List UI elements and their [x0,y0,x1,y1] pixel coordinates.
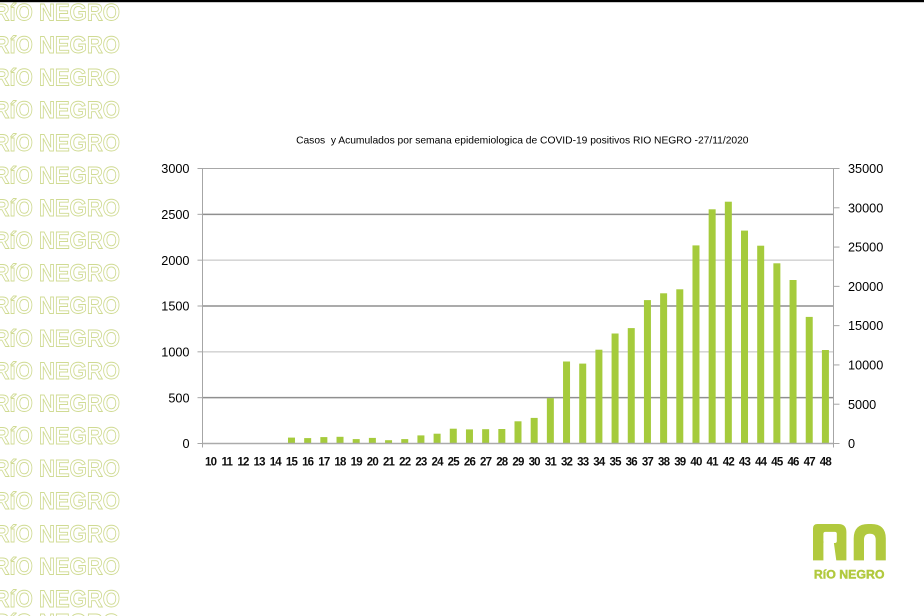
svg-text:RíO NEGRO: RíO NEGRO [0,325,120,352]
svg-text:28: 28 [496,457,509,469]
svg-text:46: 46 [787,457,799,469]
svg-text:3000: 3000 [161,162,189,176]
svg-text:RíO NEGRO: RíO NEGRO [0,488,120,515]
svg-text:33: 33 [577,457,589,469]
svg-text:37: 37 [642,457,654,469]
svg-text:1500: 1500 [161,300,189,314]
svg-text:1000: 1000 [161,345,189,359]
svg-text:RíO NEGRO: RíO NEGRO [0,553,120,580]
svg-text:14: 14 [270,457,283,469]
svg-text:42: 42 [723,457,735,469]
svg-text:0: 0 [182,437,189,451]
svg-text:RíO NEGRO: RíO NEGRO [0,65,120,92]
svg-text:30000: 30000 [848,201,883,215]
svg-text:RíO NEGRO: RíO NEGRO [0,97,120,124]
svg-text:43: 43 [739,457,751,469]
svg-text:39: 39 [674,457,686,469]
svg-text:18: 18 [334,457,347,469]
svg-text:0: 0 [848,437,855,451]
svg-text:RíO NEGRO: RíO NEGRO [0,521,120,548]
svg-text:RíO NEGRO: RíO NEGRO [0,195,120,222]
svg-text:RíO NEGRO: RíO NEGRO [0,0,120,27]
svg-text:31: 31 [545,457,558,469]
svg-text:12: 12 [237,457,249,469]
svg-text:16: 16 [302,457,314,469]
svg-text:RíO NEGRO: RíO NEGRO [0,293,120,320]
svg-text:35: 35 [609,457,622,469]
svg-text:22: 22 [399,457,411,469]
svg-text:20: 20 [367,457,379,469]
svg-text:13: 13 [254,457,266,469]
svg-text:Casos y Acumulados por semana: Casos y Acumulados por semana epidemiolo… [296,135,749,146]
svg-text:41: 41 [707,457,720,469]
svg-text:32: 32 [561,457,573,469]
svg-text:15: 15 [286,457,299,469]
svg-text:RíO NEGRO: RíO NEGRO [0,130,120,157]
svg-text:RíO NEGRO: RíO NEGRO [0,260,120,287]
svg-text:24: 24 [431,457,444,469]
svg-text:500: 500 [168,391,189,405]
svg-text:23: 23 [415,457,427,469]
svg-text:10: 10 [205,457,217,469]
svg-text:44: 44 [755,457,768,469]
svg-text:2000: 2000 [161,254,189,268]
svg-text:48: 48 [820,457,833,469]
svg-text:20000: 20000 [848,280,883,294]
svg-text:2500: 2500 [161,208,189,222]
svg-text:RíO NEGRO: RíO NEGRO [0,423,120,450]
svg-text:RíO NEGRO: RíO NEGRO [0,358,120,385]
svg-text:47: 47 [804,457,816,469]
svg-text:RíO NEGRO: RíO NEGRO [0,162,120,189]
svg-text:RíO NEGRO: RíO NEGRO [0,228,120,255]
svg-text:10000: 10000 [848,359,883,373]
svg-text:19: 19 [351,457,363,469]
svg-text:RíO NEGRO: RíO NEGRO [0,610,120,616]
svg-text:5000: 5000 [848,398,876,412]
svg-text:RíO NEGRO: RíO NEGRO [0,391,120,418]
svg-text:RíO NEGRO: RíO NEGRO [0,32,120,59]
svg-text:29: 29 [512,457,524,469]
svg-text:25000: 25000 [848,241,883,255]
svg-text:RíO NEGRO: RíO NEGRO [0,586,120,613]
svg-text:25: 25 [448,457,461,469]
svg-text:21: 21 [383,457,396,469]
svg-text:26: 26 [464,457,476,469]
svg-text:38: 38 [658,457,671,469]
svg-text:35000: 35000 [848,162,883,176]
svg-text:RíO NEGRO: RíO NEGRO [0,456,120,483]
svg-text:15000: 15000 [848,319,883,333]
svg-text:36: 36 [626,457,638,469]
svg-text:40: 40 [690,457,702,469]
svg-text:30: 30 [529,457,541,469]
svg-text:RíO NEGRO: RíO NEGRO [814,568,885,582]
svg-text:17: 17 [318,457,330,469]
svg-text:45: 45 [771,457,784,469]
svg-text:27: 27 [480,457,492,469]
svg-text:11: 11 [221,457,233,469]
svg-text:34: 34 [593,457,606,469]
